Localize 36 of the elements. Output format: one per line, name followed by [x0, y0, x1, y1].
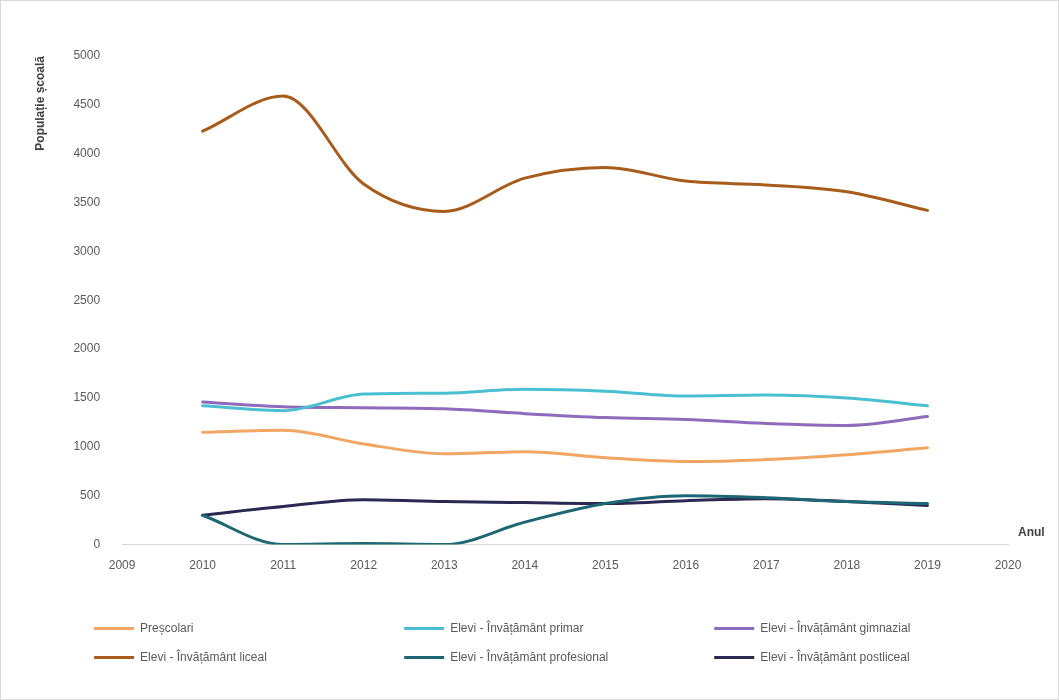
line-series	[201, 428, 929, 464]
y-tick-label: 3000	[73, 243, 101, 258]
x-tick-label: 2017	[753, 558, 781, 573]
y-tick-label: 2000	[73, 341, 101, 356]
x-tick-label: 2019	[914, 558, 942, 573]
x-tick-label: 2011	[270, 558, 297, 573]
legend-label: Elevi - Învățământ primar	[450, 619, 584, 635]
x-tick-label: 2015	[591, 558, 619, 573]
x-tick-label: 2012	[350, 558, 378, 573]
x-tick-label: 2013	[430, 558, 458, 573]
legend-label: Elevi - Învățământ gimnazial	[760, 619, 911, 635]
y-axis-title: Populație școală	[32, 55, 47, 151]
y-tick-label: 3500	[73, 194, 101, 209]
legend-label: Elevi - Învățământ postliceal	[760, 648, 910, 664]
y-tick-label: 2500	[73, 292, 101, 307]
x-tick-label: 2018	[833, 558, 861, 573]
y-tick-label: 4500	[73, 97, 101, 112]
x-tick-label: 2009	[108, 558, 136, 573]
y-tick-label: 1500	[73, 390, 101, 405]
legend-label: Preșcolari	[140, 620, 194, 635]
x-axis-title: Anul	[1018, 524, 1045, 539]
line-series	[201, 400, 929, 427]
line-series	[201, 387, 929, 413]
legend-label: Elevi - Învățământ profesional	[450, 648, 609, 664]
y-tick-label: 4000	[73, 146, 101, 161]
x-tick-label: 2014	[511, 558, 539, 573]
legend-label: Elevi - Învățământ liceal	[140, 648, 267, 664]
line-series	[201, 94, 929, 213]
y-tick-label: 0	[93, 536, 101, 551]
y-tick-label: 500	[80, 488, 101, 503]
y-tick-label: 1000	[73, 439, 101, 454]
x-tick-label: 2010	[189, 558, 217, 573]
y-tick-label: 5000	[73, 48, 101, 63]
line-series	[201, 494, 929, 545]
x-tick-label: 2020	[994, 558, 1022, 573]
x-tick-label: 2016	[672, 558, 700, 573]
